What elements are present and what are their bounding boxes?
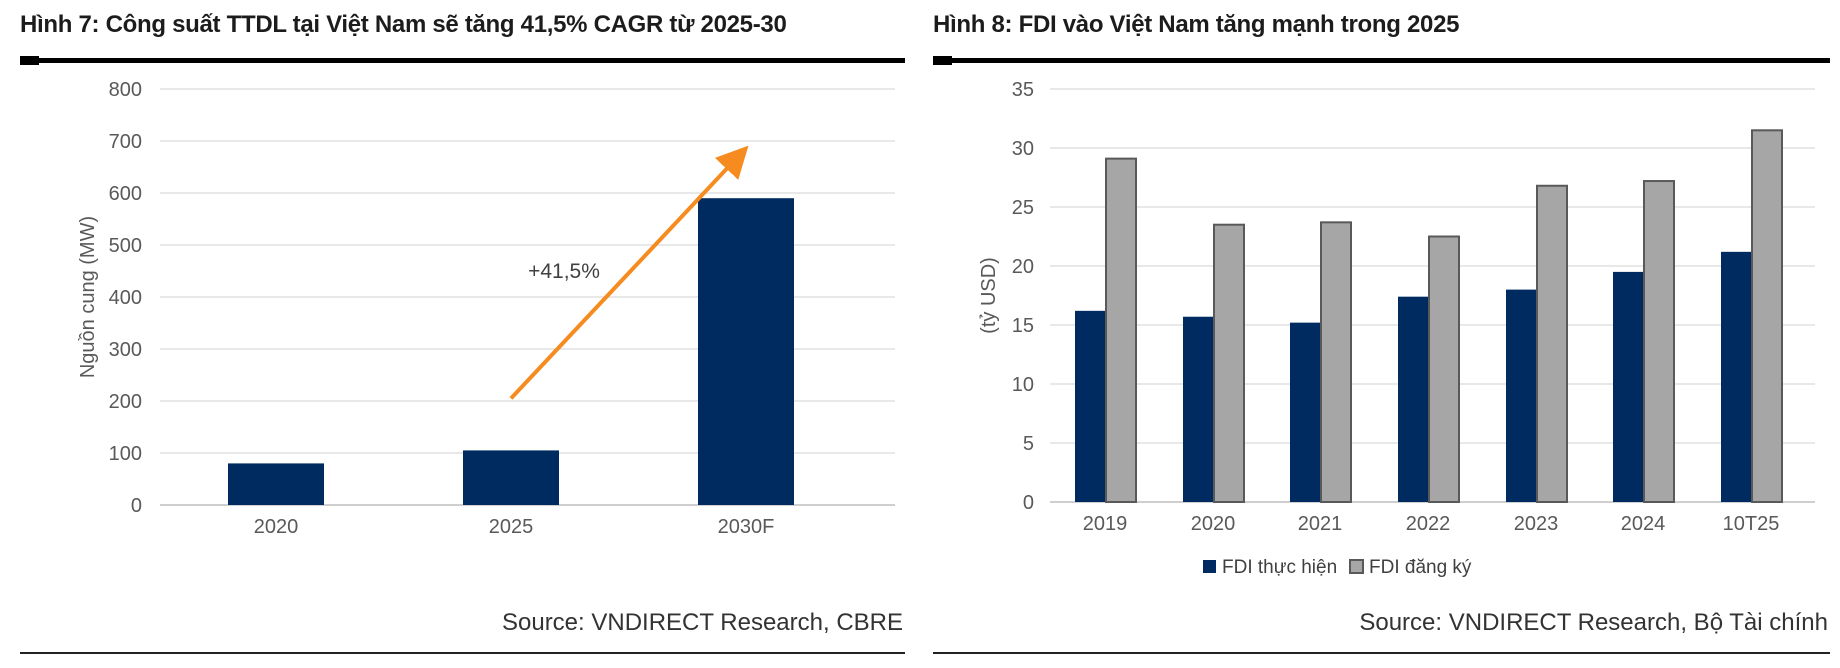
legend-swatch-thuc-hien [1203, 560, 1216, 573]
figure-7-bottom-rule [20, 652, 905, 654]
figure-8-title: Hình 8: FDI vào Việt Nam tăng mạnh trong… [933, 11, 1460, 38]
figure-8-panel: Hình 8: FDI vào Việt Nam tăng mạnh trong… [933, 6, 1830, 654]
legend-label: FDI đăng ký [1369, 557, 1472, 578]
legend-swatch-dang-ky [1349, 559, 1364, 574]
y-tick-label: 300 [109, 339, 142, 361]
growth-arrow [509, 145, 749, 400]
cagr-annotation: +41,5% [528, 260, 600, 283]
bar-2030F [698, 198, 794, 505]
y-tick-label: 600 [109, 183, 142, 205]
x-tick-label: 2030F [718, 516, 775, 538]
y-tick-label: 35 [1012, 79, 1034, 101]
fdi-chart: 0 5 10 15 20 25 30 35 (tỷ USD) 2019 2020 2021 2022 20… [978, 79, 1815, 578]
y-tick-label: 25 [1012, 197, 1034, 219]
bar-2022-dang-ky [1428, 235, 1460, 503]
figure-7-source: Source: VNDIRECT Research, CBRE [501, 609, 903, 636]
x-tick-label: 2022 [1406, 513, 1451, 535]
report-figures-row: Hình 7: Công suất TTDL tại Việt Nam sẽ t… [20, 6, 1830, 654]
figure-8-title-rule [933, 56, 1830, 65]
datacenter-capacity-chart: 0 100 200 300 400 500 600 700 800 Nguồn cung (MW)… [77, 79, 895, 538]
y-tick-label: 15 [1012, 315, 1034, 337]
y-axis-title: (tỷ USD) [978, 257, 1000, 334]
x-tick-label: 2025 [489, 516, 534, 538]
bar-2023-dang-ky [1536, 184, 1568, 503]
bar-2024-dang-ky [1643, 180, 1675, 503]
bar-2022-thuc-hien [1398, 296, 1428, 502]
figure-7-title-rule [20, 56, 905, 65]
y-tick-label: 30 [1012, 138, 1034, 160]
y-tick-label: 100 [109, 443, 142, 465]
bar-10T25-thuc-hien [1721, 251, 1751, 502]
y-tick-label: 0 [1023, 492, 1034, 514]
y-axis-title: Nguồn cung (MW) [77, 216, 99, 378]
figure-8-source: Source: VNDIRECT Research, Bộ Tài chính [1359, 609, 1828, 636]
bar-2019-dang-ky [1105, 157, 1137, 504]
figure-8-bottom-rule [933, 652, 1830, 654]
y-tick-label: 200 [109, 391, 142, 413]
bar-2020-thuc-hien [1183, 316, 1213, 502]
bar-2021-thuc-hien [1290, 322, 1320, 502]
y-tick-label: 5 [1023, 433, 1034, 455]
y-tick-label: 700 [109, 131, 142, 153]
x-tick-label: 2021 [1298, 513, 1343, 535]
y-tick-label: 400 [109, 287, 142, 309]
legend-label: FDI thực hiện [1222, 557, 1337, 578]
y-tick-label: 20 [1012, 256, 1034, 278]
figure-7-panel: Hình 7: Công suất TTDL tại Việt Nam sẽ t… [20, 6, 905, 654]
x-tick-label: 2023 [1514, 513, 1559, 535]
bar-2020 [228, 463, 324, 505]
x-tick-label: 10T25 [1723, 513, 1780, 535]
y-tick-label: 0 [131, 495, 142, 517]
x-tick-label: 2024 [1621, 513, 1666, 535]
y-tick-label: 500 [109, 235, 142, 257]
bar-2020-dang-ky [1213, 223, 1245, 503]
y-tick-label: 10 [1012, 374, 1034, 396]
bar-2021-dang-ky [1320, 221, 1352, 503]
bar-2023-thuc-hien [1506, 289, 1536, 502]
x-tick-label: 2020 [254, 516, 299, 538]
bar-2019-thuc-hien [1075, 310, 1105, 502]
bar-2025 [463, 450, 559, 505]
figure-7-title: Hình 7: Công suất TTDL tại Việt Nam sẽ t… [20, 11, 787, 38]
x-tick-label: 2019 [1083, 513, 1128, 535]
bar-10T25-dang-ky [1751, 129, 1783, 504]
bar-2024-thuc-hien [1613, 271, 1643, 502]
y-tick-label: 800 [109, 79, 142, 101]
x-tick-label: 2020 [1191, 513, 1236, 535]
